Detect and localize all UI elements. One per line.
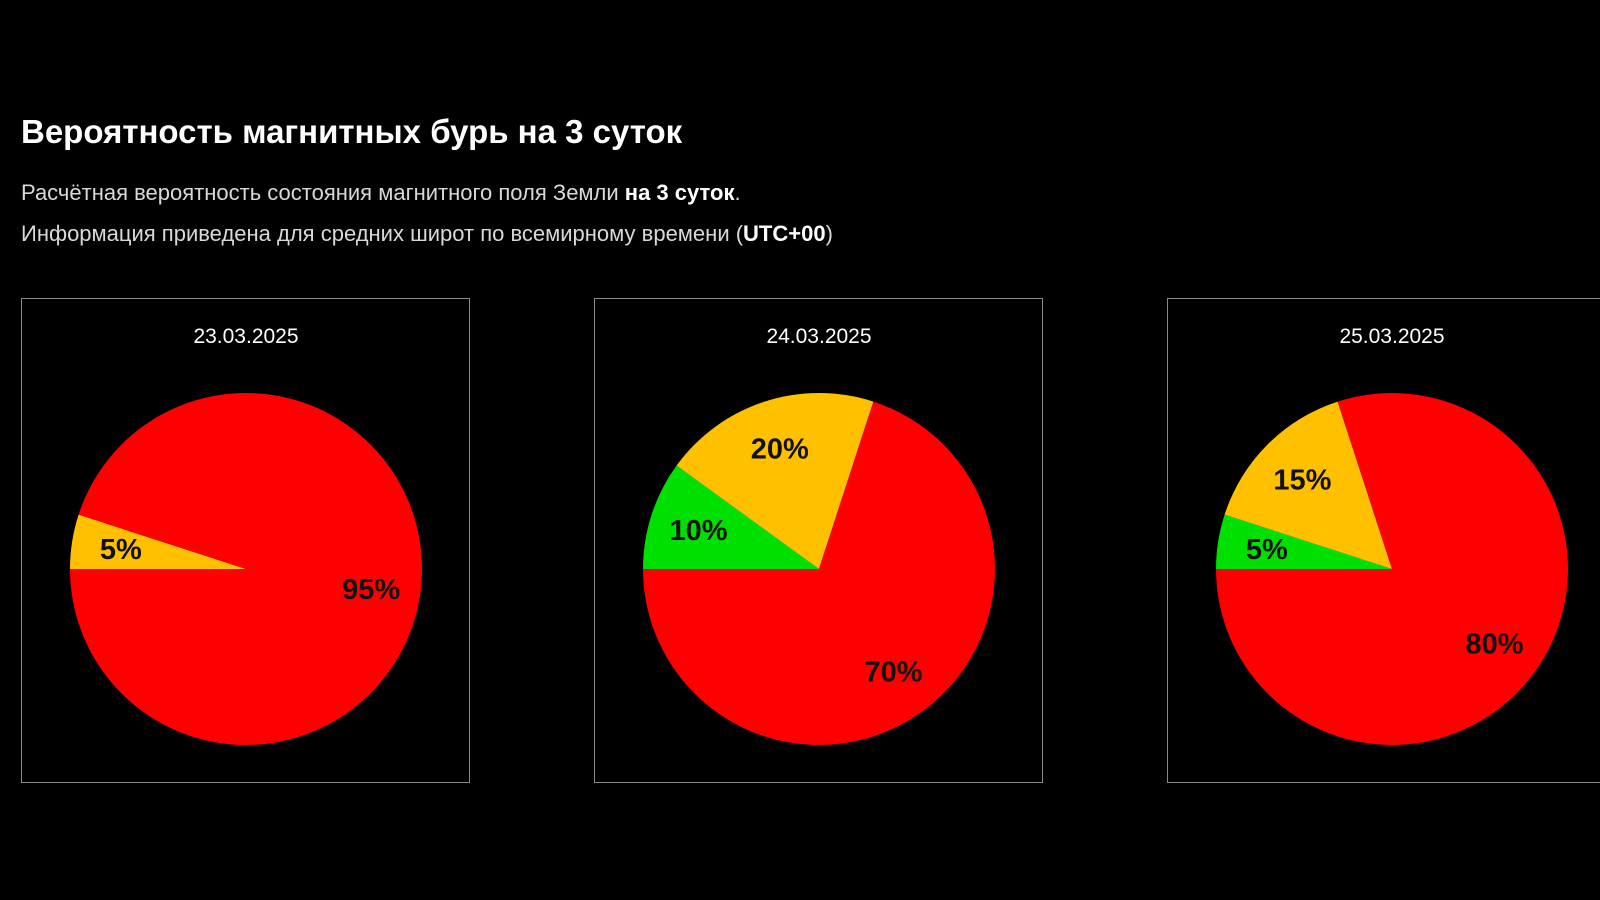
- pie-slice-label: 80%: [1465, 629, 1523, 661]
- description-line-1: Расчётная вероятность состояния магнитно…: [21, 180, 741, 206]
- pie-slice: [643, 465, 819, 569]
- description-line-2-text: Информация приведена для средних широт п…: [21, 221, 744, 246]
- pie-slice: [643, 401, 995, 745]
- pie-chart-day-2: 24.03.2025 10% 20% 70%: [643, 325, 995, 745]
- pie-slices: [643, 392, 995, 745]
- pie-slice: [1216, 392, 1568, 745]
- description-line-2: Информация приведена для средних широт п…: [21, 221, 833, 247]
- pie-slice-label: 5%: [1246, 534, 1288, 566]
- chart-date-title: 23.03.2025: [193, 325, 298, 348]
- pie-slice-label: 15%: [1273, 464, 1331, 496]
- chart-date-title: 25.03.2025: [1339, 325, 1444, 348]
- description-line-1-bold: на 3 суток: [624, 180, 735, 205]
- pie-labels: 5% 95%: [100, 534, 401, 606]
- pie-labels: 10% 20% 70%: [669, 434, 922, 689]
- pie-slice-label: 20%: [751, 434, 809, 466]
- pie-slices: [1216, 392, 1568, 745]
- chart-date-title: 24.03.2025: [766, 325, 871, 348]
- pie-slice: [1224, 401, 1392, 569]
- pie-slice: [70, 392, 422, 745]
- forecast-card-day-2: 24.03.2025 10% 20% 70%: [594, 298, 1043, 783]
- description-line-2-suffix: ): [825, 221, 833, 246]
- description-line-1-text: Расчётная вероятность состояния магнитно…: [21, 180, 625, 205]
- description-line-2-bold: UTC+00: [743, 221, 826, 246]
- pie-chart-day-1: 23.03.2025 5% 95%: [70, 325, 422, 745]
- pie-slice: [676, 392, 874, 569]
- pie-slice-label: 95%: [342, 574, 400, 606]
- pie-slice: [1216, 514, 1392, 569]
- pie-slice-label: 10%: [669, 515, 727, 547]
- pie-slices: [70, 392, 422, 745]
- forecast-card-day-3: 25.03.2025 5% 15% 80%: [1167, 298, 1600, 783]
- forecast-card-day-1: 23.03.2025 5% 95%: [21, 298, 470, 783]
- pie-slice-label: 70%: [864, 657, 922, 689]
- pie-labels: 5% 15% 80%: [1246, 464, 1524, 660]
- description-line-1-suffix: .: [734, 180, 741, 205]
- pie-slice: [70, 514, 246, 569]
- page-title: Вероятность магнитных бурь на 3 суток: [21, 113, 683, 150]
- pie-slice-label: 5%: [100, 534, 142, 566]
- pie-chart-day-3: 25.03.2025 5% 15% 80%: [1216, 325, 1568, 745]
